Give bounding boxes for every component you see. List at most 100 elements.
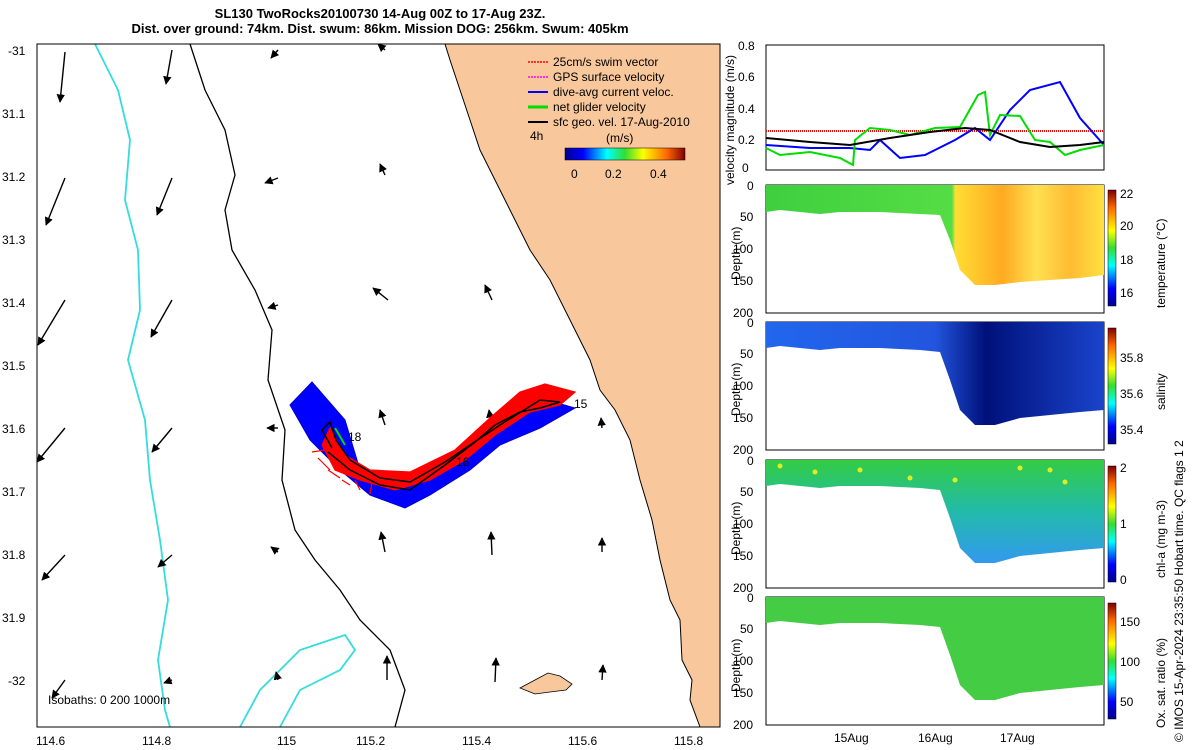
x-tick: 115.4 [462,734,491,748]
depth-tick: 100 [733,379,753,393]
depth-tick: 0 [747,454,754,468]
time-tick-15aug: 15Aug [834,731,869,745]
y-tick: 31.1 [2,107,26,121]
net-glider-velocity [334,427,346,446]
legend-swim-vector: 25cm/s swim vector [553,55,658,69]
legend-net-glider-velocity: net glider velocity [553,100,646,114]
isobath-200 [189,43,406,728]
colorbar-tick-2: 0.4 [650,167,667,181]
map-plot-area: 18 16 15 25cm/s swim vector GPS surface … [36,43,721,728]
depth-tick: 200 [733,306,753,320]
depth-tick: 0 [747,591,754,605]
sal-ctick: 35.8 [1120,351,1144,365]
salinity-clabel: salinity [1154,373,1168,410]
y-tick: 31.5 [2,359,26,373]
time-tick-17aug: 17Aug [1000,731,1035,745]
temperature-ylabel: Depth (m) [729,227,743,280]
depth-tick: 200 [733,581,753,595]
temp-ctick: 18 [1120,253,1134,267]
depth-tick: 50 [740,347,754,361]
legend-time-prefix: 4h [530,129,543,143]
isobath-1000-seamount [239,633,357,728]
temperature-clabel: temperature (°C) [1154,219,1168,309]
legend-geostrophic-velocity: sfc geo. vel. 17-Aug-2010 [553,115,690,129]
colorbar-unit: (m/s) [606,131,633,145]
map-title: SL130 TwoRocks20100730 14-Aug 00Z to 17-… [0,6,760,36]
oxygen-panel: 0 50 100 150 200 Depth (m) 150 100 50 Ox… [729,591,1168,732]
chla-ctick: 2 [1120,461,1127,475]
sal-ctick: 35.6 [1120,387,1144,401]
y-tick: -32 [8,674,26,688]
oxy-ctick: 50 [1120,695,1134,709]
depth-tick: 0 [747,179,754,193]
depth-tick: 50 [740,210,754,224]
time-series-panels: 0 0.2 0.4 0.6 0.8 velocity magnitude (m/… [723,39,1168,745]
velocity-ylabel: velocity magnitude (m/s) [723,55,737,185]
isobaths-label: Isobaths: 0 200 1000m [48,693,170,707]
glider-track-map: 18 16 15 25cm/s swim vector GPS surface … [2,43,721,748]
depth-tick: 200 [733,718,753,732]
legend-dive-avg-current: dive-avg current veloc. [553,85,674,99]
glider-track [321,399,561,491]
time-tick-16aug: 16Aug [918,731,953,745]
y-tick: 31.4 [2,296,26,310]
chla-clabel: chl-a (mg m-3) [1154,500,1168,578]
oxy-ctick: 150 [1120,615,1140,629]
depth-tick: 150 [733,411,753,425]
temp-ctick: 20 [1120,219,1134,233]
depth-tick: 0 [747,316,754,330]
swim-vector-band [311,383,577,495]
depth-tick: 150 [733,274,753,288]
depth-tick: 200 [733,443,753,457]
oxygen-ylabel: Depth (m) [729,639,743,692]
vel-ytick: 0.8 [738,39,755,53]
island [519,672,573,695]
colorbar-tick-1: 0.2 [605,167,622,181]
legend-gps-velocity: GPS surface velocity [553,70,664,84]
chla-panel: 0 50 100 150 200 Depth (m) 2 1 0 chl-a (… [729,454,1168,595]
copyright-notice: © IMOS 15-Apr-2024 23:35:50 Hobart time.… [1172,440,1186,742]
x-tick: 114.6 [36,734,65,748]
y-tick: 31.6 [2,422,26,436]
depth-tick: 100 [733,242,753,256]
chla-hotspots [777,463,1068,485]
depth-tick: 100 [733,517,753,531]
isobath-1000 [94,43,171,728]
x-tick: 115 [277,734,296,748]
geostrophic-velocity-series [765,126,1105,149]
land-mass [445,44,720,727]
temp-ctick: 22 [1120,187,1134,201]
depth-tick: 150 [733,686,753,700]
y-tick: 31.8 [2,548,26,562]
salinity-panel: 0 50 100 150 200 Depth (m) 35.8 35.6 35.… [729,316,1168,457]
map-frame [36,43,721,728]
dive-avg-current-series [765,80,1105,160]
y-tick: 31.7 [2,485,26,499]
salinity-ylabel: Depth (m) [729,363,743,416]
y-tick: -31 [8,44,26,58]
oxygen-clabel: Ox. sat. ratio (%) [1154,638,1168,728]
track-label-16: 16 [456,455,470,469]
x-tick: 115.2 [356,734,385,748]
temp-ctick: 16 [1120,286,1134,300]
speed-colorbar [564,147,686,161]
x-tick: 115.8 [674,734,703,748]
sal-ctick: 35.4 [1120,423,1144,437]
chla-ctick: 1 [1120,517,1127,531]
map-y-axis: -31 31.1 31.2 31.3 31.4 31.5 31.6 31.7 3… [2,44,26,688]
map-legend: 25cm/s swim vector GPS surface velocity … [528,55,690,181]
title-line-1: SL130 TwoRocks20100730 14-Aug 00Z to 17-… [214,6,546,21]
y-tick: 31.9 [2,611,26,625]
x-tick: 114.8 [142,734,171,748]
oxy-ctick: 100 [1120,655,1140,669]
y-tick: 31.2 [2,170,26,184]
map-x-axis: 114.6 114.8 115 115.2 115.4 115.6 115.8 [36,734,703,748]
vel-ytick: 0.6 [738,70,755,84]
vel-ytick: 0.2 [738,133,755,147]
y-tick: 31.3 [2,233,26,247]
track-label-18: 18 [348,430,362,444]
vel-ytick: 0 [742,161,749,175]
depth-tick: 50 [740,622,754,636]
track-label-15: 15 [574,397,588,411]
net-glider-velocity-series [765,90,1105,167]
